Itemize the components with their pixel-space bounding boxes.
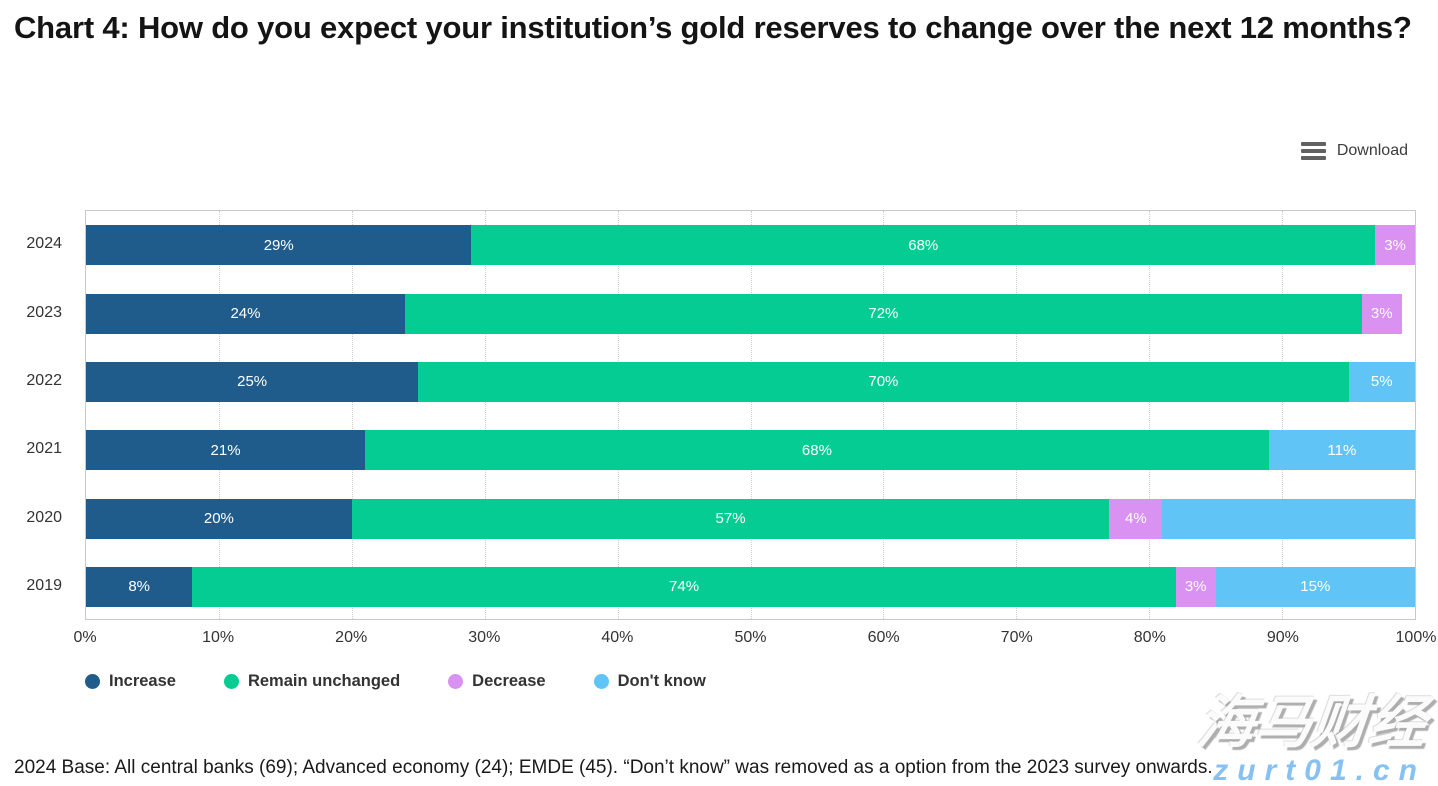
gridline: [1282, 211, 1284, 619]
bar-value-label: 15%: [1300, 578, 1331, 596]
x-axis-label: 20%: [335, 629, 368, 646]
legend-item-3[interactable]: Don't know: [593, 672, 706, 691]
bar-segment[interactable]: 72%: [404, 293, 1362, 334]
bar-segment[interactable]: [1162, 498, 1415, 539]
x-axis-label: 60%: [867, 629, 900, 646]
bar-value-label: 74%: [669, 578, 700, 596]
legend-label: Increase: [109, 672, 176, 690]
bar-row-2024: 29% 68% 3%: [86, 225, 1415, 266]
chart-legend: Increase Remain unchanged Decrease Don't kn…: [85, 672, 706, 691]
bar-segment[interactable]: 3%: [1361, 293, 1402, 334]
bar-segment[interactable]: 70%: [418, 361, 1349, 402]
x-axis-label: 80%: [1133, 629, 1166, 646]
x-axis-label: 40%: [601, 629, 634, 646]
bar-row-2021: 21% 68% 11%: [86, 430, 1415, 471]
legend-marker-icon: [85, 674, 100, 689]
y-axis-label: 2024: [26, 235, 62, 253]
bar-segment[interactable]: 29%: [86, 225, 472, 266]
bar-value-label: 68%: [801, 441, 832, 459]
bar-segment[interactable]: 5%: [1348, 361, 1415, 402]
bar-value-label: 70%: [868, 373, 899, 391]
x-axis-label: 30%: [468, 629, 501, 646]
bar-value-label: 68%: [908, 236, 939, 254]
x-axis-label: 90%: [1266, 629, 1299, 646]
hamburger-menu-icon[interactable]: [1300, 142, 1326, 160]
bar-segment[interactable]: 68%: [365, 430, 1269, 471]
bar-value-label: 3%: [1384, 236, 1406, 254]
bar-value-label: 72%: [868, 305, 899, 322]
bar-value-label: 4%: [1125, 510, 1147, 527]
bar-value-label: 5%: [1370, 373, 1393, 391]
bar-value-label: 11%: [1327, 441, 1357, 459]
x-axis-label: 0%: [73, 629, 97, 646]
gridline: [883, 211, 885, 619]
y-axis-label: 2021: [26, 440, 62, 458]
bar-value-label: 24%: [230, 305, 261, 322]
bar-segment[interactable]: 57%: [351, 498, 1110, 539]
footnote: 2024 Base: All central banks (69); Advan…: [14, 757, 1213, 778]
bar-segment[interactable]: 4%: [1109, 498, 1163, 539]
chart-plot-area: 29% 68% 3% 24% 72% 3% 25% 70% 5% 21% 68% 11% 20% 57% 4…: [85, 210, 1416, 620]
bar-segment[interactable]: 3%: [1175, 566, 1216, 607]
y-axis-label: 2019: [26, 576, 62, 594]
bar-value-label: 21%: [210, 441, 241, 459]
bar-row-2022: 25% 70% 5%: [86, 361, 1415, 402]
legend-marker-icon: [223, 674, 239, 689]
bar-segment[interactable]: 3%: [1375, 225, 1415, 266]
bar-value-label: 8%: [128, 578, 150, 596]
gridline: [1149, 211, 1151, 619]
y-axis-label: 2023: [26, 303, 62, 321]
bar-segment[interactable]: 24%: [86, 293, 405, 334]
bar-value-label: 20%: [203, 510, 234, 527]
legend-marker-icon: [593, 674, 609, 689]
download-label: Download: [1336, 142, 1408, 159]
bar-segment[interactable]: 15%: [1215, 566, 1415, 607]
legend-label: Remain unchanged: [247, 672, 401, 690]
gridline: [1016, 211, 1018, 619]
bar-segment[interactable]: 11%: [1268, 430, 1415, 471]
legend-label: Decrease: [472, 672, 546, 690]
bar-segment[interactable]: 21%: [86, 430, 366, 471]
gridline: [351, 211, 353, 619]
x-axis-label: 100%: [1395, 629, 1437, 646]
bar-segment[interactable]: 25%: [86, 361, 419, 402]
bar-value-label: 57%: [715, 510, 746, 527]
bar-segment[interactable]: 20%: [86, 498, 352, 539]
gridline: [617, 211, 619, 619]
bar-row-2023: 24% 72% 3%: [86, 293, 1415, 334]
bar-value-label: 3%: [1370, 305, 1393, 322]
download-button[interactable]: Download: [1300, 142, 1408, 160]
legend-marker-icon: [448, 674, 464, 689]
y-axis-label: 2022: [26, 371, 62, 389]
bar-value-label: 25%: [237, 373, 268, 391]
legend-label: Don't know: [617, 672, 706, 690]
gridline: [750, 211, 752, 619]
gridline: [484, 211, 486, 619]
watermark-chinese-text: 海马财经: [1194, 691, 1430, 755]
legend-item-2[interactable]: Decrease: [448, 672, 546, 691]
legend-item-0[interactable]: Increase: [85, 672, 176, 691]
bar-row-2020: 20% 57% 4%: [86, 498, 1415, 539]
bar-value-label: 29%: [263, 236, 294, 254]
bar-segment[interactable]: 8%: [86, 566, 193, 607]
gridline: [218, 211, 220, 619]
x-axis-label: 70%: [1000, 629, 1033, 646]
legend-item-1[interactable]: Remain unchanged: [223, 672, 401, 691]
bar-segment[interactable]: 68%: [471, 225, 1376, 266]
chart-title: Chart 4: How do you expect your institut…: [14, 10, 1412, 45]
x-axis-label: 10%: [202, 629, 235, 646]
bar-row-2019: 8% 74% 3% 15%: [86, 566, 1415, 607]
x-axis-label: 50%: [734, 629, 767, 646]
y-axis-label: 2020: [26, 508, 62, 526]
bar-segment[interactable]: 74%: [192, 566, 1176, 607]
bar-value-label: 3%: [1184, 578, 1207, 596]
